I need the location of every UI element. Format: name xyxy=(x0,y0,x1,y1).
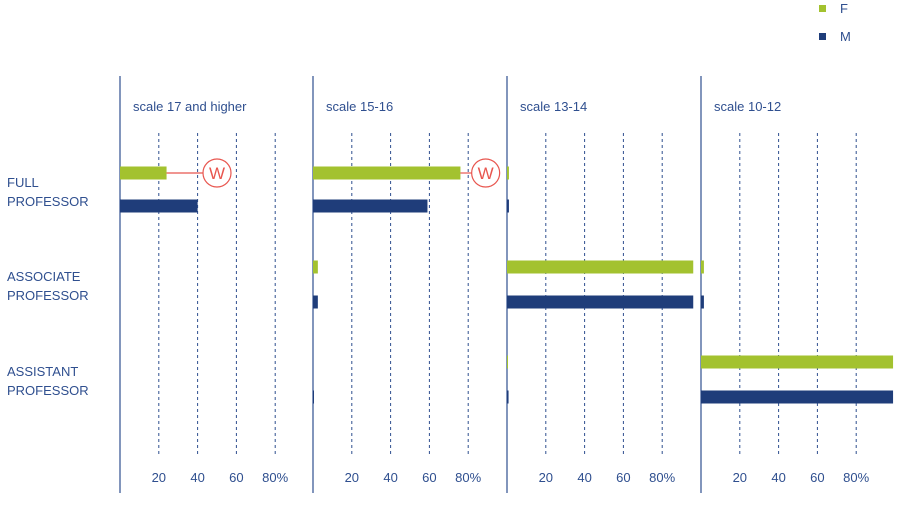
facet-title: scale 10-12 xyxy=(714,99,781,114)
row-label-full-line2: PROFESSOR xyxy=(7,194,89,209)
facet-panel: scale 17 and higher 20 40 60 80% xyxy=(119,76,289,493)
x-tick-label: 40 xyxy=(190,470,204,485)
x-tick-label: 20 xyxy=(152,470,166,485)
x-tick-label: 40 xyxy=(577,470,591,485)
bar-f xyxy=(313,166,461,180)
x-tick-label: 80% xyxy=(649,470,675,485)
row-label-associate-line1: ASSOCIATE xyxy=(7,269,81,284)
facet-panel: scale 15-16 20 40 60 80% xyxy=(312,76,482,493)
bar-m xyxy=(701,390,894,404)
annotation-w: W xyxy=(166,158,232,188)
row-label-assistant-line1: ASSISTANT xyxy=(7,364,78,379)
bar-m xyxy=(507,295,694,309)
facet-panel: scale 13-14 20 40 60 80% xyxy=(506,76,694,493)
annotation-circle xyxy=(471,158,501,188)
facet-title: scale 15-16 xyxy=(326,99,393,114)
x-tick-label: 60 xyxy=(810,470,824,485)
legend: F M xyxy=(819,1,851,44)
facet-title: scale 13-14 xyxy=(520,99,587,114)
x-tick-label: 40 xyxy=(771,470,785,485)
x-tick-label: 20 xyxy=(345,470,359,485)
annotation-label: W xyxy=(209,164,225,183)
row-label-full-line1: FULL xyxy=(7,175,39,190)
x-tick-label: 60 xyxy=(422,470,436,485)
legend-swatch-m xyxy=(819,33,826,40)
facet-title: scale 17 and higher xyxy=(133,99,247,114)
annotation-label: W xyxy=(478,164,494,183)
facet-panel: scale 10-12 20 40 60 80% xyxy=(700,76,894,493)
row-labels: FULL PROFESSOR ASSOCIATE PROFESSOR ASSIS… xyxy=(7,175,89,398)
bar-f xyxy=(120,166,167,180)
bar-m xyxy=(507,199,509,213)
bar-f xyxy=(507,260,694,274)
bar-m xyxy=(701,295,704,309)
annotation-w: W xyxy=(460,158,501,188)
annotation-circle xyxy=(202,158,232,188)
x-tick-label: 80% xyxy=(455,470,481,485)
bar-m xyxy=(313,390,314,404)
bar-m xyxy=(313,295,318,309)
x-tick-label: 80% xyxy=(843,470,869,485)
x-tick-label: 80% xyxy=(262,470,288,485)
x-tick-label: 60 xyxy=(229,470,243,485)
facet-panels: scale 17 and higher 20 40 60 80% scale 15-16 2… xyxy=(119,76,894,493)
row-label-assistant-line2: PROFESSOR xyxy=(7,383,89,398)
legend-swatch-f xyxy=(819,5,826,12)
x-tick-label: 20 xyxy=(733,470,747,485)
bar-f xyxy=(701,355,894,369)
row-label-associate-line2: PROFESSOR xyxy=(7,288,89,303)
bar-m xyxy=(120,199,198,213)
legend-label-m: M xyxy=(840,29,851,44)
x-tick-label: 20 xyxy=(539,470,553,485)
bar-f xyxy=(701,260,704,274)
x-tick-label: 40 xyxy=(383,470,397,485)
legend-label-f: F xyxy=(840,1,848,16)
bar-m xyxy=(313,199,428,213)
bar-f xyxy=(507,166,509,180)
bar-f xyxy=(507,355,508,369)
bar-f xyxy=(313,260,318,274)
x-tick-label: 60 xyxy=(616,470,630,485)
bar-m xyxy=(507,390,509,404)
